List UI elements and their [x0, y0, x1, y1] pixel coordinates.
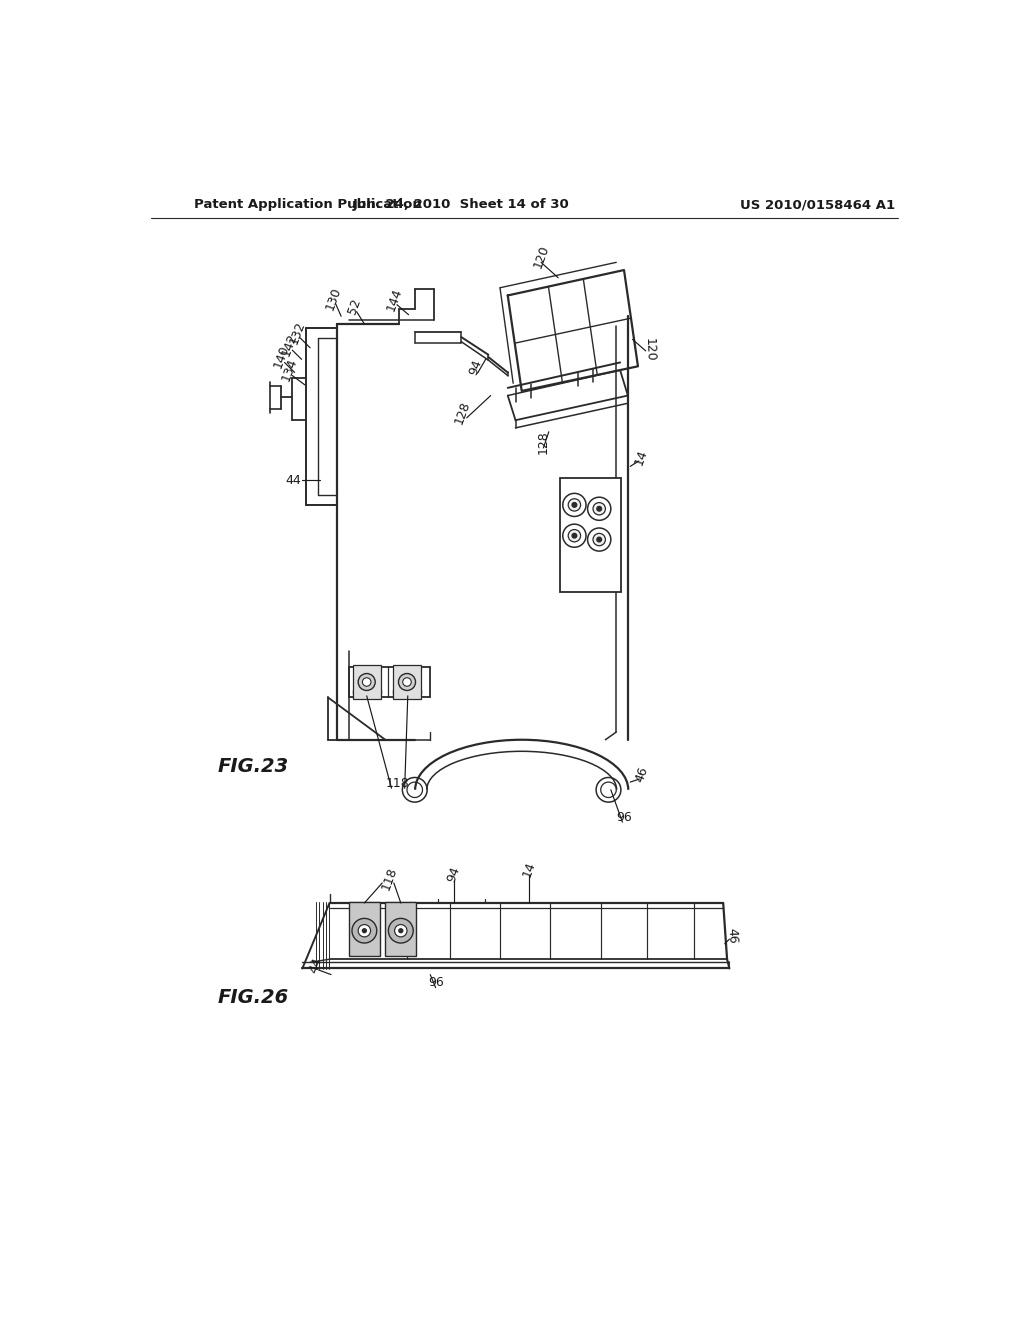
Circle shape	[572, 503, 577, 507]
Text: 96: 96	[428, 975, 443, 989]
Circle shape	[568, 529, 581, 543]
Text: Patent Application Publication: Patent Application Publication	[194, 198, 422, 211]
Text: FIG.26: FIG.26	[217, 989, 289, 1007]
Bar	[385, 903, 417, 956]
Bar	[352, 665, 381, 700]
Circle shape	[593, 503, 605, 515]
Circle shape	[593, 533, 605, 545]
Text: 140: 140	[271, 343, 292, 371]
Text: FIG.23: FIG.23	[217, 758, 289, 776]
Text: 130: 130	[324, 285, 343, 312]
Circle shape	[398, 673, 416, 690]
Text: 44: 44	[307, 956, 325, 975]
Circle shape	[588, 528, 611, 552]
Text: 142: 142	[280, 331, 299, 358]
Bar	[393, 665, 421, 700]
Text: 132: 132	[287, 319, 307, 346]
Circle shape	[362, 677, 371, 686]
Bar	[560, 478, 621, 591]
Circle shape	[597, 507, 601, 511]
Text: 44: 44	[285, 474, 301, 487]
Circle shape	[388, 919, 414, 942]
Text: 128: 128	[453, 399, 473, 426]
Circle shape	[358, 924, 371, 937]
Text: 14: 14	[520, 861, 539, 879]
Circle shape	[399, 929, 402, 933]
Text: 120: 120	[643, 338, 656, 362]
Circle shape	[394, 924, 407, 937]
Circle shape	[588, 498, 611, 520]
Circle shape	[402, 677, 412, 686]
Text: 46: 46	[726, 928, 739, 944]
Bar	[349, 903, 380, 956]
Text: 134: 134	[280, 356, 299, 384]
Text: US 2010/0158464 A1: US 2010/0158464 A1	[740, 198, 895, 211]
Text: 120: 120	[530, 244, 551, 271]
Text: 94: 94	[444, 865, 462, 884]
Text: 52: 52	[345, 297, 364, 315]
Text: 94: 94	[466, 358, 484, 378]
Text: 118: 118	[386, 777, 410, 791]
Text: 144: 144	[384, 286, 404, 313]
Text: 46: 46	[633, 764, 650, 784]
Text: Jun. 24, 2010  Sheet 14 of 30: Jun. 24, 2010 Sheet 14 of 30	[353, 198, 569, 211]
Circle shape	[568, 499, 581, 511]
Circle shape	[597, 537, 601, 543]
Circle shape	[563, 524, 586, 548]
Text: 96: 96	[616, 810, 632, 824]
Circle shape	[358, 673, 375, 690]
Circle shape	[563, 494, 586, 516]
Text: 118: 118	[379, 865, 399, 892]
Circle shape	[352, 919, 377, 942]
Circle shape	[572, 533, 577, 539]
Text: 128: 128	[537, 430, 550, 454]
Circle shape	[362, 929, 367, 933]
Text: 14: 14	[632, 447, 650, 467]
